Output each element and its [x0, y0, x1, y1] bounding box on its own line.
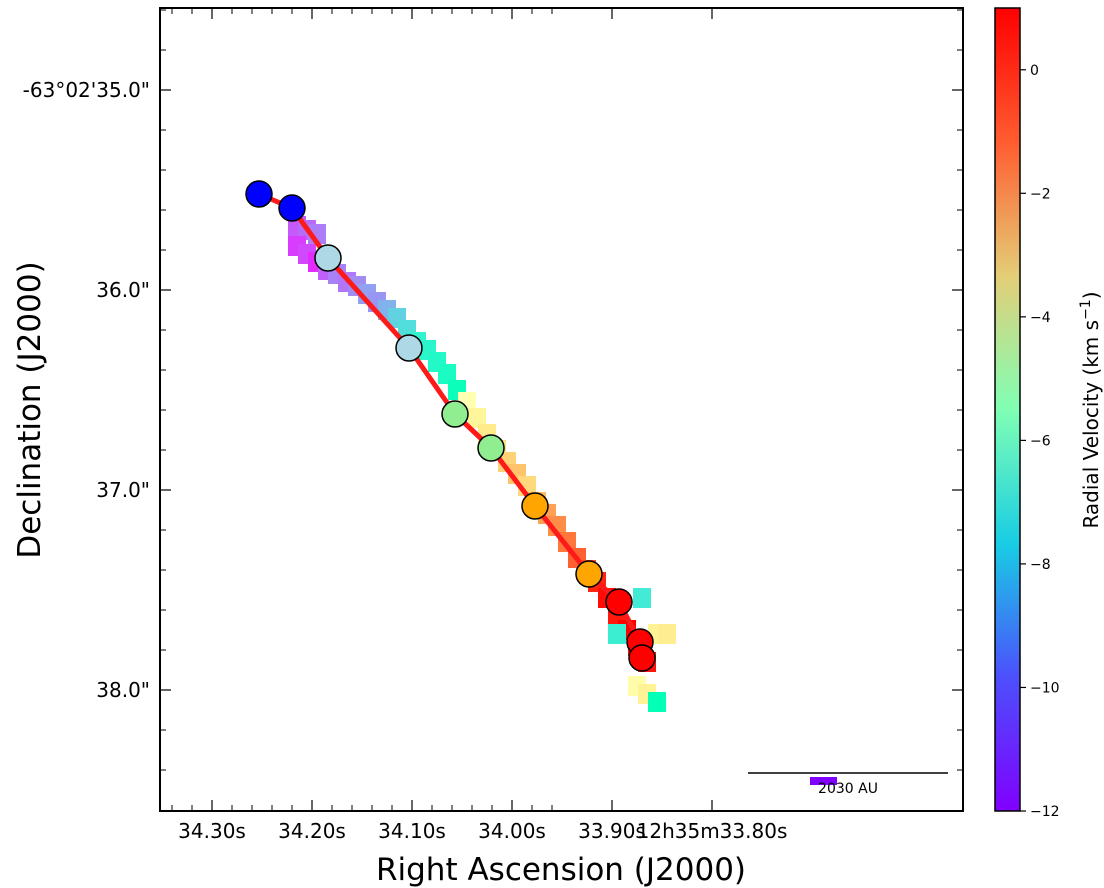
x-tick-label: 34.10s	[378, 819, 446, 843]
map-pixel	[468, 408, 486, 428]
colorbar-tick-label: −10	[1030, 680, 1060, 696]
map-pixel	[658, 624, 676, 644]
data-point-6	[477, 434, 505, 462]
velocity-map	[288, 216, 676, 712]
colorbar-tick-label: −6	[1030, 433, 1051, 449]
colorbar-ticks: 0 −2 −4 −6 −8 −10 −12	[1020, 63, 1060, 820]
map-pixel	[633, 588, 651, 608]
data-point-5	[441, 400, 469, 428]
colorbar-tick-label: −4	[1030, 310, 1051, 326]
data-point-7	[521, 492, 549, 520]
colorbar-tick-label: 0	[1030, 63, 1039, 79]
data-point-4	[395, 334, 423, 362]
colorbar-tick-label: −2	[1030, 186, 1051, 202]
x-tick-label: 33.90s	[578, 819, 646, 843]
map-pixel	[608, 624, 626, 644]
colorbar-tick-label: −12	[1030, 804, 1060, 820]
map-pixel	[648, 692, 666, 712]
scale-bar: 2030 AU	[748, 772, 948, 797]
colorbar-tick-label: −8	[1030, 557, 1051, 573]
x-tick-label: 34.00s	[478, 819, 546, 843]
y-tick-label: 36.0"	[96, 278, 150, 302]
x-tick-label: 12h35m33.80s	[637, 819, 788, 843]
x-axis-ticks: 34.30s 34.20s 34.10s 34.00s 33.90s12h35m33.8…	[171, 8, 788, 843]
map-pixel	[438, 364, 456, 384]
y-axis-title: Declination (J2000)	[12, 261, 48, 558]
data-point-11	[628, 644, 656, 672]
y-tick-label: 37.0"	[96, 478, 150, 502]
colorbar	[994, 7, 1021, 812]
plot-frame	[159, 7, 964, 812]
data-point-9	[605, 588, 633, 616]
data-point-3	[314, 244, 342, 272]
x-axis-title: Right Ascension (J2000)	[376, 852, 746, 888]
data-points	[245, 180, 656, 672]
y-tick-label: 38.0"	[96, 678, 150, 702]
data-point-1	[245, 180, 273, 208]
data-point-8	[575, 560, 603, 588]
scale-bar-beam	[810, 777, 837, 785]
colorbar-title: Radial Velocity (km s−1)	[1078, 291, 1103, 528]
y-tick-label: -63°02'35.0"	[23, 78, 150, 102]
scale-bar-label: 2030 AU	[818, 781, 878, 797]
x-tick-label: 34.30s	[178, 819, 246, 843]
data-point-2	[278, 194, 306, 222]
y-axis-ticks: -63°02'35.0" 36.0" 37.0" 38.0"	[23, 9, 963, 771]
x-tick-label: 34.20s	[278, 819, 346, 843]
